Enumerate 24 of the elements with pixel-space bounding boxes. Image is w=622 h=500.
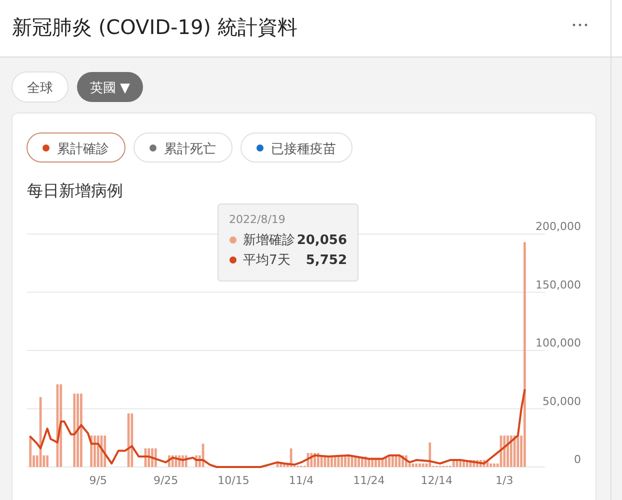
y-tick-label: 150,000 (536, 278, 581, 292)
x-tick-label: 10/15 (218, 474, 250, 487)
annotation: 20,056 (296, 233, 347, 248)
text: 英國 ▼ (90, 81, 130, 96)
chart-subtitle: 每日新增病例 (27, 181, 123, 200)
x-tick-label: 11/4 (288, 474, 314, 487)
text: 已接種疫苗 (271, 142, 336, 157)
legend-label: 新增確診 (243, 233, 295, 248)
annotation: 5,752 (306, 253, 347, 268)
x-tick-label: 9/5 (89, 474, 107, 487)
text: 全球 (27, 81, 53, 96)
x-tick-label: 1/3 (496, 474, 514, 487)
chart-title: 新冠肺炎 (COVID-19) 統計資料 (12, 15, 298, 39)
y-tick-label: 100,000 (536, 336, 581, 350)
legend-label: 平均7天 (243, 253, 290, 268)
y-tick-label: 0 (574, 453, 581, 466)
y-tick-label: 50,000 (542, 394, 581, 408)
text: 累計死亡 (164, 141, 216, 157)
x-tick-label: 12/14 (420, 474, 453, 487)
text: 2022/8/19 (229, 213, 286, 226)
x-tick-label: 9/25 (153, 474, 178, 487)
x-tick-label: 11/24 (353, 474, 385, 487)
y-tick-label: 200,000 (536, 220, 581, 233)
text: 累計確診 (57, 142, 109, 157)
